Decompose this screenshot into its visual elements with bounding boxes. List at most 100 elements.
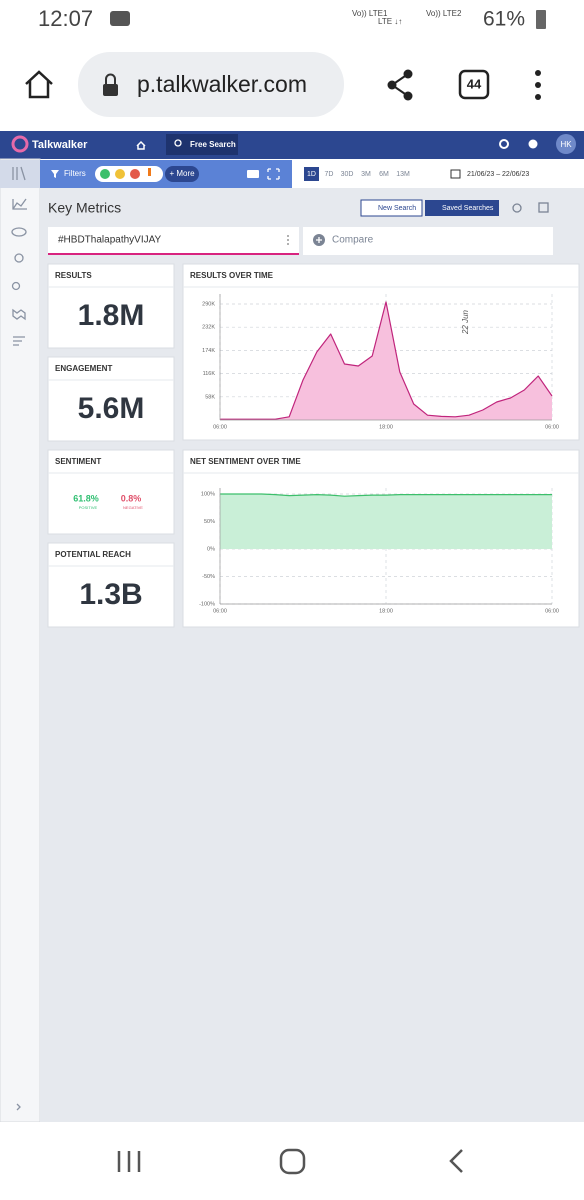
x-tick-label: 06:00 bbox=[545, 608, 559, 614]
url-bar[interactable] bbox=[78, 52, 344, 117]
negative-value: 0.8% bbox=[121, 493, 142, 503]
chart-title: RESULTS OVER TIME bbox=[190, 271, 274, 280]
search-icon bbox=[174, 139, 182, 147]
compare-tab[interactable] bbox=[303, 227, 553, 255]
x-tick-label: 18:00 bbox=[379, 608, 393, 614]
page-title: Key Metrics bbox=[48, 200, 121, 216]
compare-plus bbox=[316, 237, 322, 243]
emoji-neutral[interactable] bbox=[115, 169, 125, 179]
chart-icon[interactable] bbox=[12, 198, 27, 210]
library-icon[interactable] bbox=[12, 166, 26, 181]
network: LTE ↓↑ bbox=[378, 17, 402, 26]
date-range[interactable]: 21/06/23 – 22/06/23 bbox=[467, 171, 529, 178]
saved-searches-btn[interactable] bbox=[425, 200, 499, 216]
new-search-btn[interactable] bbox=[360, 199, 423, 217]
y-tick-label: -100% bbox=[199, 601, 215, 607]
compare[interactable]: Compare bbox=[332, 235, 374, 246]
y-tick-label: 58K bbox=[205, 394, 215, 400]
series-line bbox=[220, 493, 552, 497]
query-underline bbox=[48, 253, 299, 255]
sentiment-filter[interactable] bbox=[95, 166, 163, 182]
positive-value: 61.8% bbox=[73, 493, 99, 503]
range-active[interactable] bbox=[304, 167, 319, 181]
url[interactable]: p.talkwalker.com bbox=[137, 71, 307, 97]
expand-icon[interactable] bbox=[16, 1103, 21, 1111]
saved-searches[interactable]: Saved Searches bbox=[442, 205, 494, 212]
chat-icon[interactable] bbox=[528, 139, 538, 149]
tabs-box[interactable] bbox=[458, 69, 490, 100]
app-header bbox=[0, 131, 584, 159]
emoji-positive[interactable] bbox=[100, 169, 110, 179]
battery-icon bbox=[536, 10, 546, 29]
emoji-alert[interactable] bbox=[148, 168, 151, 176]
query[interactable]: #HBDThalapathyVIJAY bbox=[58, 235, 162, 246]
share-icon[interactable] bbox=[387, 69, 413, 101]
lock-icon bbox=[103, 84, 118, 96]
positive-label: POSITIVE bbox=[79, 505, 98, 510]
influencer-icon[interactable] bbox=[14, 253, 24, 263]
card bbox=[47, 263, 175, 349]
card-label: SENTIMENT bbox=[55, 457, 101, 466]
settings-icon[interactable] bbox=[499, 139, 509, 149]
map-icon[interactable] bbox=[12, 308, 26, 321]
filters[interactable]: Filters bbox=[64, 169, 86, 178]
y-tick-label: 0% bbox=[207, 546, 215, 552]
y-tick-label: 116K bbox=[203, 371, 216, 377]
query-tab[interactable] bbox=[48, 227, 299, 255]
area-fill bbox=[220, 302, 552, 420]
y-tick-label: 232K bbox=[202, 325, 215, 331]
logo bbox=[11, 135, 29, 153]
recents-btn[interactable] bbox=[117, 1151, 141, 1172]
range[interactable]: 7D bbox=[325, 171, 334, 178]
y-tick-label: -50% bbox=[202, 574, 215, 580]
series-line bbox=[220, 301, 553, 420]
battery: 61% bbox=[483, 8, 525, 31]
range[interactable]: 6M bbox=[379, 171, 389, 178]
negative-label: NEGATIVE bbox=[123, 505, 143, 510]
range[interactable]: 30D bbox=[341, 171, 354, 178]
emoji-negative[interactable] bbox=[130, 169, 140, 179]
home-nav[interactable] bbox=[136, 140, 146, 150]
y-tick-label: 174K bbox=[202, 348, 215, 354]
user[interactable]: HK bbox=[560, 140, 572, 149]
y-tick-label: 100% bbox=[201, 491, 215, 497]
lock-shackle bbox=[105, 73, 116, 84]
clear-icon[interactable] bbox=[247, 170, 259, 178]
card-label: RESULTS bbox=[55, 271, 92, 280]
cloud-icon[interactable] bbox=[11, 227, 27, 237]
area-fill bbox=[220, 494, 552, 549]
sidebar bbox=[0, 158, 41, 1123]
free-search-btn[interactable] bbox=[166, 134, 238, 155]
card bbox=[47, 449, 175, 535]
list-icon[interactable] bbox=[13, 336, 25, 346]
x-tick-label: 18:00 bbox=[379, 424, 393, 430]
free-search[interactable]: Free Search bbox=[190, 140, 236, 149]
range[interactable]: 3M bbox=[361, 171, 371, 178]
fullscreen-icon[interactable] bbox=[267, 168, 280, 180]
tab-count[interactable]: 44 bbox=[467, 76, 482, 91]
range[interactable]: 13M bbox=[396, 171, 410, 178]
y-tick-label: 290K bbox=[202, 301, 215, 307]
network: Vo)) LTE2 bbox=[426, 9, 462, 18]
chart-title: NET SENTIMENT OVER TIME bbox=[190, 457, 301, 466]
nav-bar bbox=[0, 1122, 584, 1200]
date-bar bbox=[292, 160, 563, 188]
back-btn[interactable] bbox=[449, 1149, 463, 1173]
refresh-icon[interactable] bbox=[512, 203, 522, 213]
more[interactable]: + More bbox=[169, 169, 195, 178]
gender-icon[interactable] bbox=[11, 281, 21, 291]
query-menu[interactable] bbox=[287, 235, 289, 245]
home-btn[interactable] bbox=[279, 1148, 306, 1175]
more-btn[interactable] bbox=[165, 166, 199, 182]
home-icon[interactable] bbox=[25, 70, 53, 99]
menu-icon[interactable] bbox=[535, 70, 541, 100]
brand[interactable]: Talkwalker bbox=[32, 139, 88, 151]
new-search[interactable]: New Search bbox=[378, 205, 416, 212]
save-icon[interactable] bbox=[538, 202, 549, 213]
status-time: 12:07 bbox=[38, 6, 93, 31]
x-tick-label: 06:00 bbox=[545, 424, 559, 430]
range[interactable]: 1D bbox=[307, 171, 316, 178]
avatar[interactable] bbox=[556, 134, 576, 154]
